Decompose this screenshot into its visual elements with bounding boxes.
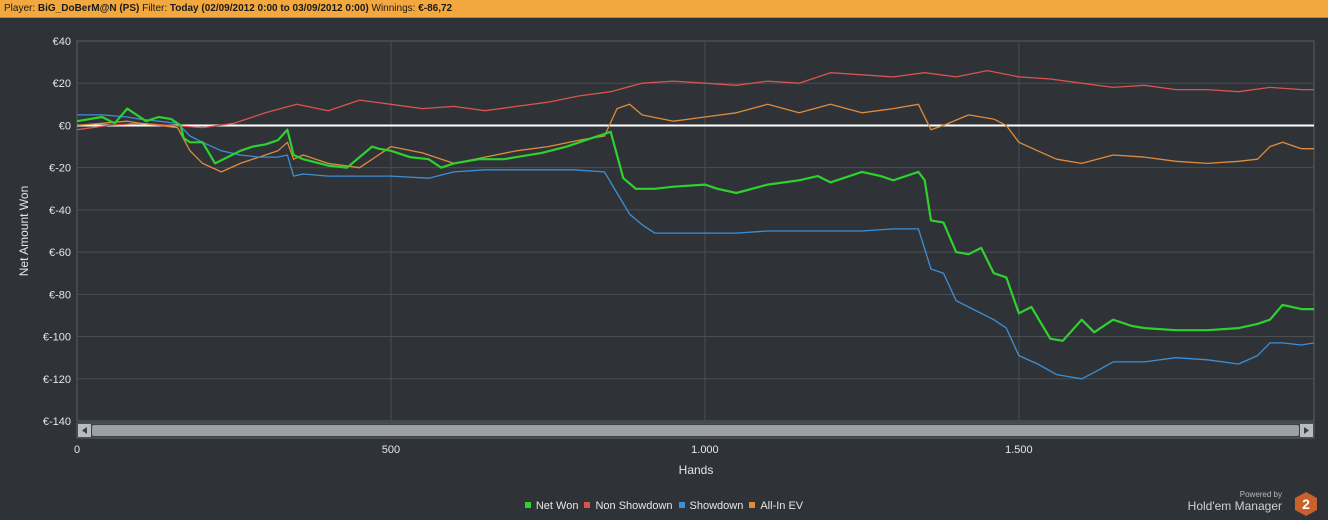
horizontal-scrollbar[interactable]	[76, 422, 1315, 439]
powered-by-text: Powered by	[1239, 490, 1282, 499]
y-tick-label: €-140	[43, 416, 71, 428]
product-name: Hold'em Manager	[1187, 499, 1282, 513]
series-line-net-won	[76, 107, 1314, 342]
legend-swatch	[524, 502, 531, 509]
branding: Powered by Hold'em Manager 2	[1160, 490, 1320, 516]
y-axis-title: Net Amount Won	[17, 186, 31, 277]
legend-swatch	[584, 502, 591, 509]
legend-swatch	[678, 502, 685, 509]
legend-item[interactable]: Showdown	[678, 500, 744, 512]
player-value: BiG_DoBerM@N (PS)	[37, 3, 140, 14]
legend-item[interactable]: All-In EV	[749, 500, 803, 512]
y-axis-ticks: €40 €20 €0 €-20 €-40 €-60 €-80 €-100 €-120 €-140	[43, 36, 71, 428]
x-tick-label: 0	[74, 444, 80, 456]
hem2-logo-icon: 2	[1295, 492, 1317, 516]
series-line-showdown	[77, 114, 1315, 380]
chart-legend: Net Won Non Showdown Showdown All-In EV	[0, 500, 1328, 512]
y-tick-label: €-60	[49, 247, 71, 259]
winnings-label: Winnings:	[371, 3, 416, 14]
y-tick-label: €-120	[43, 374, 71, 386]
scrollbar-thumb[interactable]	[92, 425, 1299, 436]
legend-label: Net Won	[535, 500, 579, 512]
y-tick-label: €0	[59, 120, 71, 132]
y-tick-label: €-80	[49, 289, 71, 301]
legend-item[interactable]: Net Won	[524, 500, 579, 512]
filter-label: Filter:	[142, 3, 168, 14]
legend-label: Showdown	[689, 500, 744, 512]
y-tick-label: €-40	[49, 205, 71, 217]
legend-label: All-In EV	[760, 500, 804, 512]
series-line-all-in-ev	[76, 103, 1314, 173]
player-label: Player:	[4, 3, 36, 14]
x-tick-label: 500	[382, 444, 400, 456]
x-tick-label: 1.500	[1005, 444, 1033, 456]
logo-text: 2	[1302, 496, 1310, 512]
x-axis-ticks: 0 500 1.000 1.500	[74, 444, 1033, 456]
legend-swatch	[749, 502, 756, 509]
y-tick-label: €-20	[49, 163, 71, 175]
x-tick-label: 1.000	[691, 444, 719, 456]
y-tick-label: €-100	[43, 332, 71, 344]
series-line-non-showdown	[76, 69, 1314, 131]
legend-label: Non Showdown	[595, 500, 673, 512]
winnings-value: €-86,72	[418, 3, 453, 14]
y-tick-label: €20	[53, 78, 71, 90]
scroll-right-arrow-icon	[1304, 427, 1309, 434]
legend-item[interactable]: Non Showdown	[584, 500, 673, 512]
plot-area	[76, 40, 1315, 422]
filter-value: Today (02/09/2012 0:00 to 03/09/2012 0:0…	[169, 3, 369, 14]
scroll-left-arrow-icon	[82, 427, 87, 434]
filter-header-bar: Player: BiG_DoBerM@N (PS) Filter: Today …	[0, 0, 1328, 18]
series-layer	[76, 69, 1315, 380]
y-tick-label: €40	[53, 36, 71, 48]
x-axis-title: Hands	[679, 463, 714, 477]
